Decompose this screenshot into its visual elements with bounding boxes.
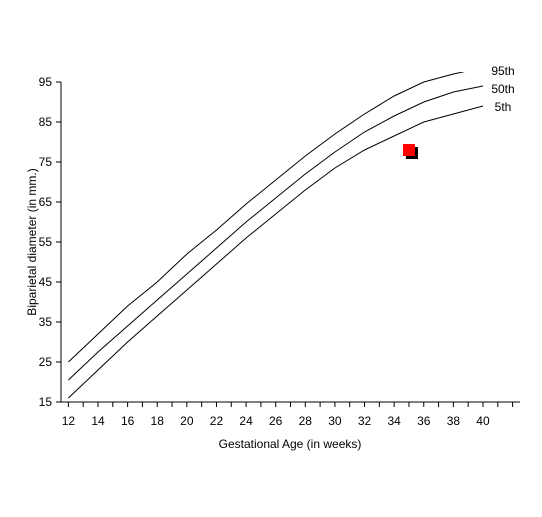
series-line-5th: [68, 105, 484, 399]
y-tick-label: 75: [39, 155, 53, 169]
series-labels: 95th 50th 5th: [491, 64, 514, 114]
x-tick-label: 38: [447, 414, 461, 428]
y-ticks: 15 25 35 45 55 65 75 85 95: [39, 75, 61, 409]
plot-lines: [68, 72, 484, 399]
y-axis-label: Biparietal diameter (in mm.): [25, 168, 39, 315]
series-label-50th: 50th: [491, 82, 514, 96]
x-ticks: 12 14 16 18 20 22 24 26 28 30 32 34 36 38 40: [62, 402, 514, 428]
x-tick-label: 20: [180, 414, 194, 428]
x-tick-label: 36: [417, 414, 431, 428]
x-tick-label: 22: [210, 414, 224, 428]
x-tick-label: 32: [358, 414, 372, 428]
marker-point: [402, 144, 415, 156]
series-label-5th: 5th: [495, 100, 512, 114]
x-tick-label: 18: [151, 414, 165, 428]
y-tick-label: 85: [39, 115, 53, 129]
y-tick-label: 25: [39, 355, 53, 369]
x-tick-label: 14: [91, 414, 105, 428]
x-tick-label: 34: [387, 414, 401, 428]
y-tick-label: 45: [39, 275, 53, 289]
x-tick-label: 12: [62, 414, 76, 428]
x-tick-label: 24: [239, 414, 253, 428]
y-tick-label: 15: [39, 395, 53, 409]
x-tick-label: 28: [299, 414, 313, 428]
x-tick-label: 26: [269, 414, 283, 428]
y-tick-label: 65: [39, 195, 53, 209]
y-tick-label: 35: [39, 315, 53, 329]
data-marker: [402, 144, 418, 159]
x-axis-label: Gestational Age (in weeks): [219, 437, 362, 451]
x-tick-label: 16: [121, 414, 135, 428]
x-tick-label: 40: [476, 414, 490, 428]
y-tick-label: 95: [39, 75, 53, 89]
series-line-95th: [68, 72, 466, 363]
series-line-50th: [68, 85, 484, 381]
y-tick-label: 55: [39, 235, 53, 249]
x-tick-label: 30: [328, 414, 342, 428]
axes: [60, 82, 520, 403]
series-label-95th: 95th: [491, 64, 514, 78]
